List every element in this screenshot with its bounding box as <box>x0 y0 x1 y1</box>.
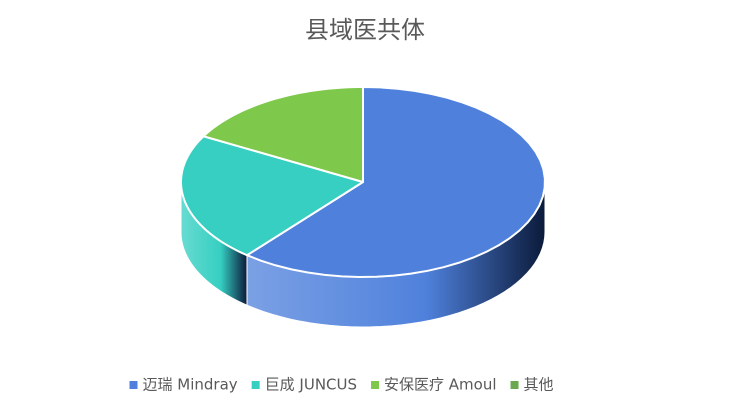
legend-label: 迈瑞 Mindray <box>143 376 238 394</box>
legend-label: 安保医疗 Amoul <box>384 376 497 394</box>
legend-swatch <box>510 381 519 389</box>
legend-label: 其他 <box>524 376 554 394</box>
legend-swatch <box>251 381 260 389</box>
pie-slice <box>202 86 364 183</box>
pie-slice <box>180 135 364 257</box>
legend-swatch <box>371 381 380 389</box>
legend-label: 巨成 JUNCUS <box>265 376 357 394</box>
pie-slice <box>245 86 546 278</box>
chart-title: 县域医共体 <box>305 16 425 44</box>
legend-swatch <box>129 381 138 389</box>
